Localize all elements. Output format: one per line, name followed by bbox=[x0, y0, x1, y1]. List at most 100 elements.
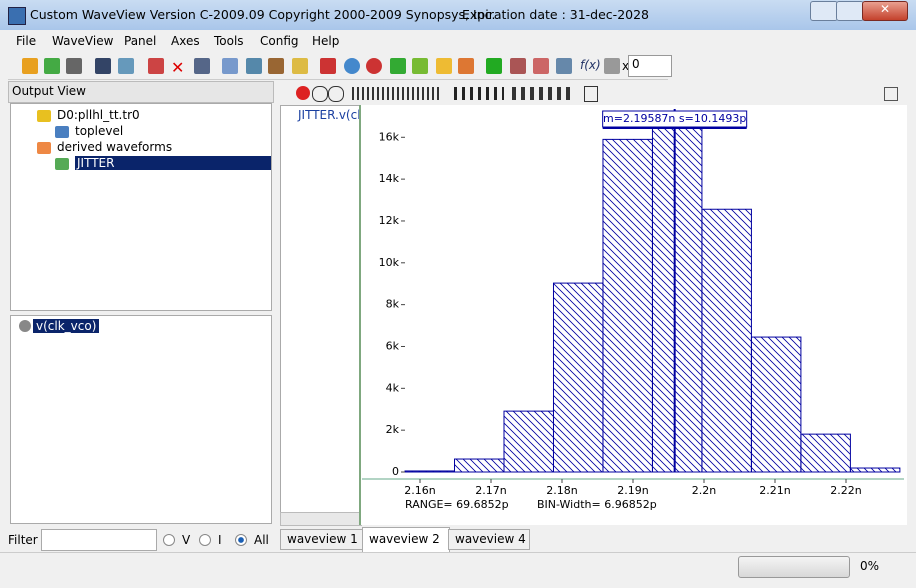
zoom-fit[interactable] bbox=[328, 86, 344, 102]
radio-button[interactable] bbox=[199, 534, 211, 546]
tool-icon[interactable] bbox=[66, 58, 82, 74]
tool-icon[interactable] bbox=[292, 58, 308, 74]
tree-panel: D0:pllhl_tt.tr0 toplevel derived waveforms… bbox=[10, 103, 272, 311]
histogram-bar bbox=[552, 282, 604, 473]
panel-tool[interactable] bbox=[584, 86, 598, 102]
tab[interactable]: waveview 2 bbox=[362, 527, 450, 553]
tree-icon[interactable] bbox=[55, 158, 69, 170]
layout-tools[interactable] bbox=[512, 87, 574, 100]
minimize-button[interactable] bbox=[810, 1, 838, 21]
tree-item[interactable]: toplevel bbox=[75, 124, 124, 138]
tool-icon[interactable] bbox=[412, 58, 428, 74]
signal-item[interactable]: v(clk_vco) bbox=[33, 319, 100, 333]
tree-item[interactable]: D0:pllhl_tt.tr0 bbox=[57, 108, 140, 122]
h-scrollbar[interactable] bbox=[280, 512, 362, 526]
nav-tools[interactable] bbox=[454, 87, 504, 100]
menu-item[interactable]: Config bbox=[260, 34, 299, 48]
tool-icon[interactable] bbox=[44, 58, 60, 74]
menu-item[interactable]: Help bbox=[312, 34, 340, 48]
tool-icon[interactable] bbox=[436, 58, 452, 74]
menu-item[interactable]: File bbox=[16, 34, 37, 48]
histogram-chart: 0 2k 4k 6k 8k 10k 12k 14k 16k 2.16n 2.17n 2.18n 2.19… bbox=[361, 105, 907, 525]
zoom-out[interactable] bbox=[312, 86, 328, 102]
y-tick-label: 0 bbox=[392, 465, 399, 478]
tool-icon[interactable] bbox=[604, 58, 620, 74]
progress-text: 0% bbox=[860, 559, 880, 573]
tool-icon[interactable] bbox=[194, 58, 210, 74]
tool-icon[interactable] bbox=[486, 58, 502, 74]
histogram-bar bbox=[503, 410, 554, 473]
tool-icon[interactable] bbox=[148, 58, 164, 74]
x-tick-label: 2.2n bbox=[692, 484, 716, 497]
radio-label: I bbox=[218, 533, 222, 547]
tool-icon[interactable] bbox=[222, 58, 238, 74]
annotation: m=2.19587n s=10.1493p bbox=[603, 112, 746, 125]
menu-item[interactable]: Panel bbox=[124, 34, 157, 48]
filter-label: Filter bbox=[8, 533, 38, 547]
tree-icon[interactable] bbox=[37, 110, 51, 122]
histogram-bar bbox=[849, 467, 901, 473]
bin-width-label: BIN-Width= 6.96852p bbox=[537, 498, 657, 511]
plot-divider bbox=[359, 105, 361, 525]
histogram-bar bbox=[454, 458, 505, 473]
output-view-title: Output View bbox=[12, 84, 86, 98]
tab[interactable]: waveview 4 bbox=[448, 529, 530, 550]
tool-icon[interactable] bbox=[366, 58, 382, 74]
x-tick-label: 2.19n bbox=[617, 484, 648, 497]
tool-icon[interactable] bbox=[22, 58, 38, 74]
tree-item[interactable]: derived waveforms bbox=[57, 140, 173, 154]
tool-icon[interactable] bbox=[390, 58, 406, 74]
y-tick-label: 8k bbox=[386, 298, 400, 311]
tool-icon[interactable] bbox=[268, 58, 284, 74]
signal-list-panel: v(clk_vco) bbox=[10, 315, 272, 524]
tool-icon[interactable] bbox=[344, 58, 360, 74]
tool-icon[interactable] bbox=[320, 58, 336, 74]
signal-column: JITTER.v(cl bbox=[280, 105, 360, 514]
tree-icon[interactable] bbox=[37, 142, 51, 154]
waveview-toolbar bbox=[294, 84, 906, 104]
split-button[interactable] bbox=[884, 87, 898, 101]
range-label: RANGE= 69.6852p bbox=[405, 498, 509, 511]
tool-icon[interactable] bbox=[458, 58, 474, 74]
signal-name[interactable]: JITTER.v(cl bbox=[298, 108, 360, 122]
tool-icon[interactable] bbox=[533, 58, 549, 74]
tool-icon[interactable] bbox=[118, 58, 134, 74]
tab[interactable]: waveview 1 bbox=[280, 529, 364, 550]
tree-icon[interactable] bbox=[55, 126, 69, 138]
menu-item[interactable]: Axes bbox=[171, 34, 200, 48]
x-tick-label: 2.18n bbox=[546, 484, 577, 497]
tool-icon[interactable] bbox=[246, 58, 262, 74]
histogram-bar bbox=[651, 127, 703, 473]
radio-button[interactable] bbox=[163, 534, 175, 546]
y-tick-label: 14k bbox=[379, 172, 400, 185]
x-input[interactable]: 0 bbox=[628, 55, 672, 77]
x-label: x bbox=[622, 59, 630, 73]
window-title: Custom WaveView Version C-2009.09 Copyri… bbox=[30, 7, 496, 22]
tool-icon[interactable] bbox=[95, 58, 111, 74]
tree-item[interactable]: JITTER bbox=[75, 156, 271, 170]
maximize-button[interactable] bbox=[836, 1, 864, 21]
output-view-header bbox=[8, 81, 274, 103]
progress-bar bbox=[738, 556, 850, 578]
y-tick-label: 4k bbox=[386, 381, 400, 394]
tool-icon[interactable]: f(x) bbox=[580, 58, 601, 72]
tool-icon[interactable]: ✕ bbox=[171, 58, 185, 77]
tool-icon[interactable] bbox=[556, 58, 572, 74]
y-tick-label: 16k bbox=[379, 130, 400, 143]
zoom-in[interactable] bbox=[296, 86, 310, 100]
signal-icon[interactable] bbox=[19, 320, 31, 332]
status-bar bbox=[0, 552, 916, 553]
menu-item[interactable]: Tools bbox=[214, 34, 244, 48]
filter-input[interactable] bbox=[41, 529, 157, 551]
close-button[interactable]: ✕ bbox=[862, 1, 908, 21]
menu-item[interactable]: WaveView bbox=[52, 34, 114, 48]
toolbar bbox=[8, 54, 668, 80]
y-tick-label: 10k bbox=[379, 256, 400, 269]
y-tick-label: 6k bbox=[386, 339, 400, 352]
app-icon bbox=[8, 7, 26, 25]
cursor-tools[interactable] bbox=[352, 87, 442, 100]
radio-button[interactable] bbox=[235, 534, 247, 546]
tool-icon[interactable] bbox=[510, 58, 526, 74]
x-tick-label: 2.17n bbox=[475, 484, 506, 497]
